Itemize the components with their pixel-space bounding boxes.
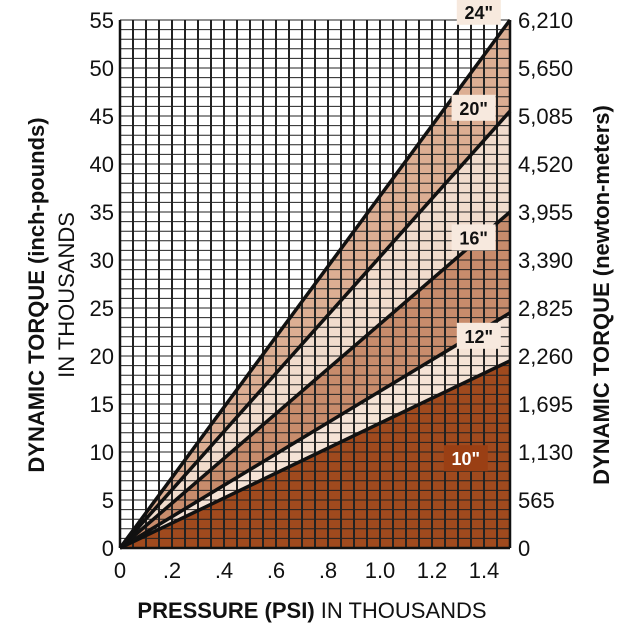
x-tick-label: .6 xyxy=(267,558,285,583)
y-tick-label-left: 35 xyxy=(90,200,114,225)
x-tick-label: .8 xyxy=(319,558,337,583)
series-label-text: 24" xyxy=(465,3,494,23)
series-line-20in xyxy=(118,110,512,550)
y-tick-label-left: 10 xyxy=(90,440,114,465)
y-tick-label-left: 5 xyxy=(102,488,114,513)
series-label-background xyxy=(456,322,501,349)
series-line-10in xyxy=(119,359,511,550)
y-tick-label-right: 1,130 xyxy=(518,440,573,465)
y-tick-label-left: 20 xyxy=(90,344,114,369)
series-lines xyxy=(118,18,512,550)
series-label-text: 12" xyxy=(465,327,494,347)
series-label-10in: 10" xyxy=(443,445,488,472)
y-tick-label-right: 1,695 xyxy=(518,392,573,417)
y-tick-label-left: 50 xyxy=(90,56,114,81)
y-axis-title-left: DYNAMIC TORQUE (inch-pounds) xyxy=(24,117,49,472)
y-tick-label-right: 0 xyxy=(518,536,530,561)
series-label-background xyxy=(443,445,488,472)
x-tick-label: 0 xyxy=(114,558,126,583)
x-tick-label: 1.2 xyxy=(417,558,448,583)
series-label-12in: 12" xyxy=(456,322,501,349)
y-tick-label-right: 2,825 xyxy=(518,296,573,321)
series-label-text: 20" xyxy=(459,99,488,119)
series-labels: 10" 12" 16" 20" 24" xyxy=(443,0,501,472)
y-tick-label-left: 25 xyxy=(90,296,114,321)
y-tick-label-right: 4,520 xyxy=(518,152,573,177)
y-axis-title-left-units: IN THOUSANDS xyxy=(54,212,79,378)
x-tick-label: .4 xyxy=(215,558,233,583)
y-tick-label-right: 565 xyxy=(518,488,555,513)
y-axis-title-right: DYNAMIC TORQUE (newton-meters) xyxy=(589,105,614,485)
x-tick-label: 1.0 xyxy=(365,558,396,583)
y-tick-label-left: 55 xyxy=(90,8,114,33)
y-tick-label-left: 45 xyxy=(90,104,114,129)
x-axis-title: PRESSURE (PSI) IN THOUSANDS xyxy=(137,598,486,623)
y-tick-label-right: 2,260 xyxy=(518,344,573,369)
y-tick-label-left: 0 xyxy=(102,536,114,561)
x-tick-label: 1.4 xyxy=(469,558,500,583)
y-tick-label-left: 40 xyxy=(90,152,114,177)
y-tick-label-left: 15 xyxy=(90,392,114,417)
y-tick-label-right: 3,390 xyxy=(518,248,573,273)
series-label-text: 10" xyxy=(452,449,481,469)
series-label-background xyxy=(451,94,496,121)
series-label-16in: 16" xyxy=(451,224,496,251)
series-line-12in xyxy=(119,311,511,550)
series-label-text: 16" xyxy=(459,228,488,248)
x-tick-label: .2 xyxy=(163,558,181,583)
series-label-background xyxy=(451,224,496,251)
series-line-16in xyxy=(118,210,512,550)
y-tick-label-right: 5,085 xyxy=(518,104,573,129)
axes xyxy=(118,20,512,550)
y-tick-label-left: 30 xyxy=(90,248,114,273)
series-label-background xyxy=(456,0,501,25)
series-label-24in: 24" xyxy=(456,0,501,25)
y-tick-label-right: 5,650 xyxy=(518,56,573,81)
y-tick-label-right: 3,955 xyxy=(518,200,573,225)
series-line-24in xyxy=(118,18,512,550)
y-tick-label-right: 6,210 xyxy=(518,8,573,33)
grid-lines xyxy=(119,19,511,549)
series-label-20in: 20" xyxy=(451,94,496,121)
